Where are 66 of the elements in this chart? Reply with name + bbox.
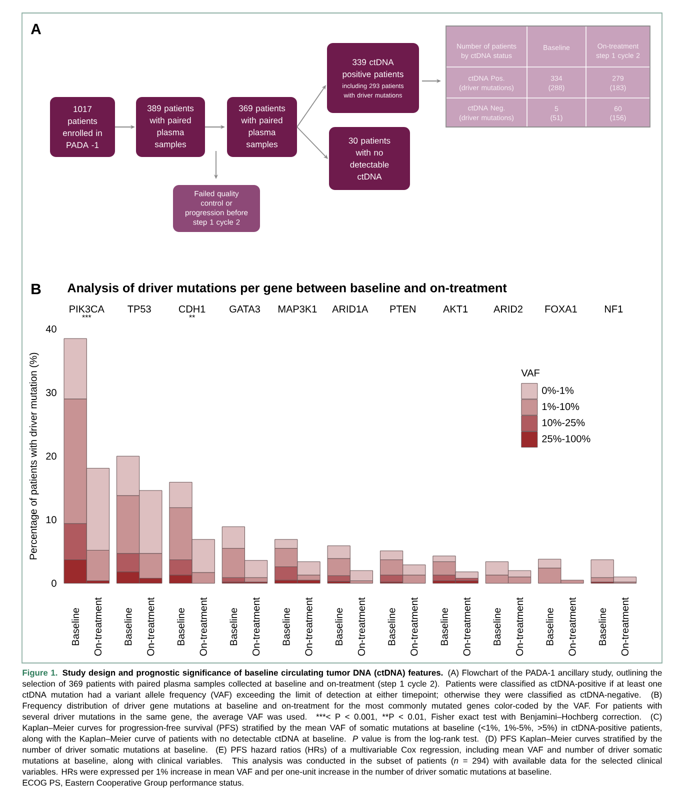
x-tick-label: Baseline — [177, 608, 184, 646]
x-tick-label: Baseline — [72, 608, 80, 646]
text: ARID2 — [494, 306, 522, 312]
text: along with the Kaplan–Meier curve of patients with no detectable ctDNA at baseline. P value is from the log-rank test. (D) PFS Kaplan–Meier curves stratified by the — [22, 736, 662, 744]
text: B — [32, 284, 41, 294]
x-tick-label: Baseline — [282, 608, 290, 646]
text: 369 patients with paired plasma samples — [238, 105, 286, 149]
x-tick-label: Baseline — [388, 608, 396, 646]
text: ** — [189, 314, 196, 318]
y-tick-label: 0 — [52, 580, 56, 587]
text: several driver mutations in the same gene, the average VAF was used. ***< P < 0.001, **P < 0.01, Fisher exact test with Benjamini–Hochberg correction. (C) — [22, 714, 662, 722]
y-tick-label: 30 — [46, 389, 56, 396]
x-tick-label: On-treatment — [463, 597, 470, 656]
y-tick-label: 10 — [46, 516, 56, 524]
text: A — [30, 24, 42, 34]
x-tick-label: On-treatment — [147, 597, 154, 656]
x-tick-label: Baseline — [440, 608, 448, 646]
legend-label: 10%-25% — [542, 419, 585, 426]
text: Kaplan–Meier curves for progression-free survival (PFS) stratified by the mean VAF of somatic mutations at baseline (<1%, 1%-5%, >5%) in ctDNA-positive patients, — [22, 724, 662, 732]
legend-title: VAF — [521, 369, 540, 376]
text: PTEN — [390, 306, 416, 312]
text: ECOG PS, Eastern Cooperative Group performance status. — [22, 780, 244, 788]
caption: Figure 1. — [22, 670, 58, 678]
text: 389 patients with paired plasma samples — [147, 105, 194, 149]
text: TP53 — [128, 305, 151, 313]
y-axis-title: Percentage of patients with driver mutation (%) — [29, 352, 39, 560]
x-tick-label: On-treatment — [94, 597, 102, 656]
text: 30 patients with no detectable ctDNA — [348, 137, 390, 180]
text: MAP3K1 — [278, 305, 317, 313]
text: selection of 369 patients with paired plasma samples collected at baseline and on-treatment (step 1 cycle 2). Patients were classified as ctDNA-positive if at least one — [22, 680, 662, 688]
text: AKT1 — [443, 306, 468, 312]
text: Study design and prognostic significance of baseline circulating tumor DNA (ctDNA) features. (A) Flowchart of the PADA-1 ancillary study, outlining the — [62, 670, 662, 678]
x-tick-label: On-treatment — [358, 597, 365, 656]
x-tick-label: On-treatment — [252, 597, 260, 656]
legend-label: 1%-10% — [542, 403, 580, 410]
x-tick-label: On-treatment — [621, 597, 628, 656]
x-tick-label: Baseline — [546, 608, 554, 646]
text: FOXA1 — [545, 305, 577, 313]
x-tick-label: Baseline — [230, 608, 238, 646]
x-tick-label: Baseline — [335, 608, 343, 646]
x-tick-label: On-treatment — [410, 597, 418, 656]
text: PIK3CA — [70, 305, 104, 313]
text: GATA3 — [230, 305, 260, 313]
text: 339 ctDNA positive patients — [342, 59, 404, 79]
chart-title: Analysis of driver mutations per gene between baseline and on-treatment — [68, 283, 507, 295]
text: variables. HRs were expressed per 1% increase in mean VAF and per one-unit increase in the number of driver somatic mutations at baseline. — [22, 768, 551, 776]
text: *** — [82, 314, 92, 318]
text: Frequency distribution of driver gene mutations at baseline and on-treatment for the most commonly mutated genes color-coded by the VAF. For patients with — [22, 702, 662, 710]
legend-label: 25%-100% — [542, 435, 590, 442]
text: CDH1 — [178, 305, 206, 313]
text: NF1 — [605, 306, 623, 312]
x-tick-label: Baseline — [598, 608, 606, 646]
x-tick-label: On-treatment — [516, 597, 524, 656]
text: 1017 patients enrolled in PADA -1 — [63, 106, 102, 148]
x-tick-label: Baseline — [493, 608, 501, 646]
x-tick-label: On-treatment — [305, 597, 312, 656]
legend-label: 0%-1% — [542, 386, 574, 394]
text: number of driver somatic mutations at baseline. (E) PFS hazard ratios (HRs) of a multivariable Cox regression, including mean VAF and number of driver somatic — [22, 746, 662, 754]
x-tick-label: On-treatment — [200, 597, 207, 656]
y-tick-label: 40 — [46, 325, 56, 333]
text: ctDNA mutation had a variant allele frequency (VAF) exceeding the limit of detection at either timepoint; otherwise they were classified as ctDNA-negative. (B) — [22, 692, 662, 700]
x-tick-label: On-treatment — [568, 597, 576, 656]
text: ARID1A — [332, 306, 368, 312]
y-tick-label: 20 — [46, 452, 56, 460]
text: mutations at baseline, along with clinical variables. This analysis was conducted in the subset of patients (n = 294) with available data for the selected clinical — [22, 758, 662, 766]
x-tick-label: Baseline — [124, 608, 132, 646]
